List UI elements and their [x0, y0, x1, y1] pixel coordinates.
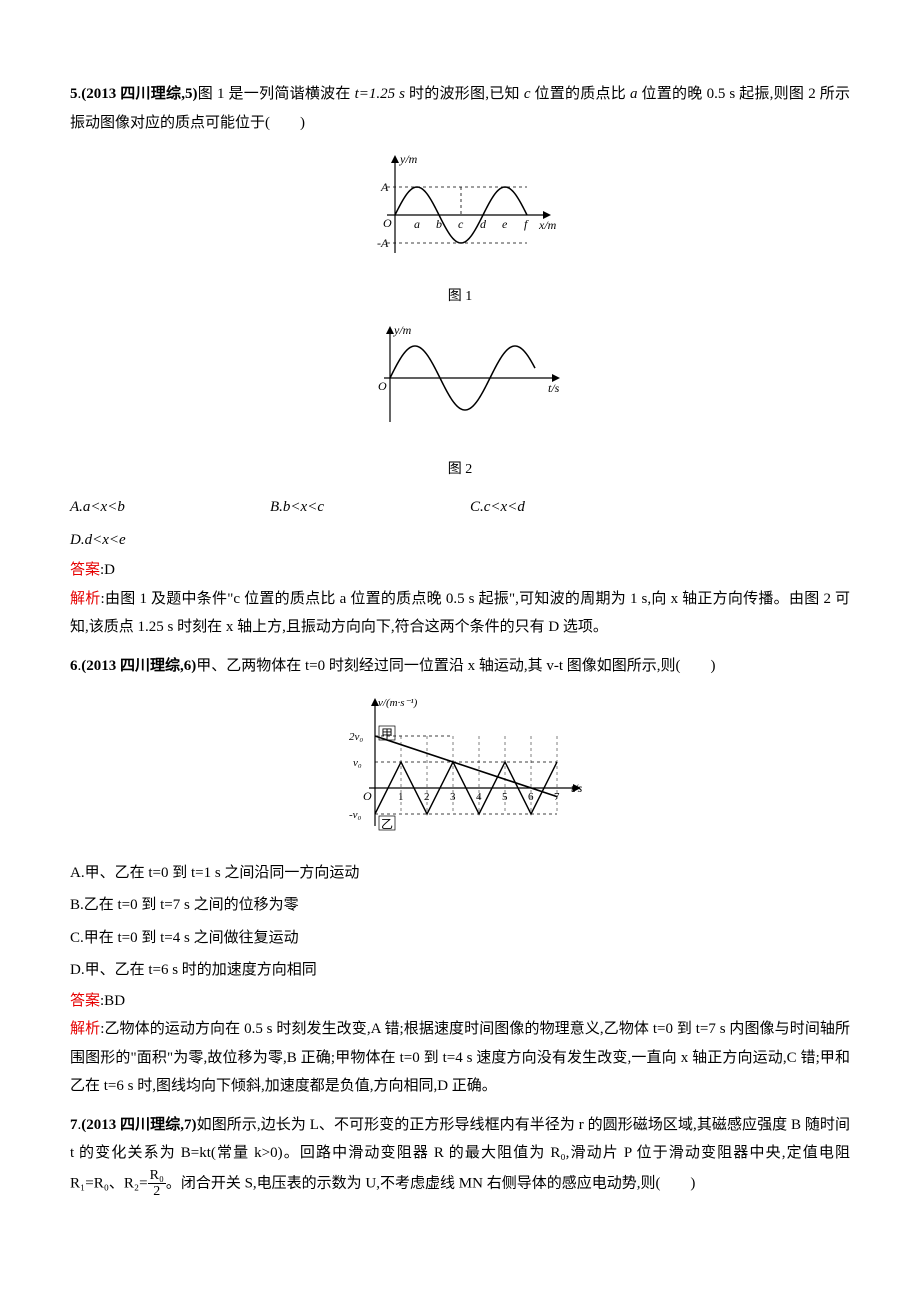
q5-figure-2: y/m t/s O [70, 318, 850, 449]
q6-fig-svg: v/(m·s⁻¹) t/s Ov₀ 2v₀ -v₀ 1 2 3 4 5 6 7 甲乙 [330, 688, 590, 838]
svg-text:t/s: t/s [571, 781, 583, 795]
q7-stem: 7.(2013 四川理综,7)如图所示,边长为 L、不可形变的正方形导线框内有半… [70, 1111, 850, 1200]
q6-number: 6 [70, 658, 78, 674]
svg-text:2: 2 [424, 791, 430, 803]
q6-analysis: 解析:乙物体的运动方向在 0.5 s 时刻发生改变,A 错;根据速度时间图像的物… [70, 1015, 850, 1101]
q5-text-3: 位置的质点比 [530, 86, 630, 102]
svg-text:t/s: t/s [548, 381, 560, 395]
svg-text:-v₀: -v₀ [349, 809, 362, 821]
svg-text:v₀: v₀ [353, 757, 362, 769]
q7-fraction: R₀2 [148, 1168, 166, 1200]
answer-label: 答案 [70, 562, 100, 578]
q5-opt-C: C.c<x<d [470, 491, 670, 524]
answer-label: 答案 [70, 993, 100, 1009]
svg-text:y/m: y/m [399, 152, 418, 166]
q6-source: (2013 四川理综,6) [81, 658, 196, 674]
question-7: 7.(2013 四川理综,7)如图所示,边长为 L、不可形变的正方形导线框内有半… [70, 1111, 850, 1200]
q6-opt-A: A.甲、乙在 t=0 到 t=1 s 之间沿同一方向运动 [70, 857, 850, 890]
svg-text:b: b [436, 217, 442, 231]
svg-text:d: d [480, 217, 487, 231]
q5-number: 5 [70, 86, 78, 102]
svg-text:O: O [378, 379, 387, 393]
q5-analysis: 解析:由图 1 及题中条件"c 位置的质点比 a 位置的质点晚 0.5 s 起振… [70, 585, 850, 642]
q6-answer: 答案:BD [70, 987, 850, 1016]
frac-num: R₀ [148, 1168, 166, 1184]
q5-a: a [630, 86, 638, 102]
q6-analysis-text: :乙物体的运动方向在 0.5 s 时刻发生改变,A 错;根据速度时间图像的物理意… [70, 1021, 850, 1094]
svg-text:f: f [524, 217, 529, 231]
svg-text:-A: -A [377, 236, 389, 250]
question-6: 6.(2013 四川理综,6)甲、乙两物体在 t=0 时刻经过同一位置沿 x 轴… [70, 652, 850, 1101]
q5-opt-D: D.d<x<e [70, 524, 270, 557]
svg-text:1: 1 [398, 791, 404, 803]
q6-options: A.甲、乙在 t=0 到 t=1 s 之间沿同一方向运动 B.乙在 t=0 到 … [70, 857, 850, 987]
svg-text:甲: 甲 [381, 727, 393, 741]
q5-answer-value: :D [100, 562, 115, 578]
svg-text:5: 5 [502, 791, 508, 803]
q5-text-2: 时的波形图,已知 [405, 86, 524, 102]
q5-figure-1: y/m x/m A -A Oa b c d e f [70, 145, 850, 276]
q6-text: 甲、乙两物体在 t=0 时刻经过同一位置沿 x 轴运动,其 v-t 图像如图所示… [196, 658, 715, 674]
q5-source: (2013 四川理综,5) [81, 86, 197, 102]
frac-den: 2 [148, 1184, 166, 1199]
q5-fig2-svg: y/m t/s O [350, 318, 570, 438]
analysis-label: 解析 [70, 591, 101, 607]
svg-text:4: 4 [476, 791, 482, 803]
question-5: 5.(2013 四川理综,5)图 1 是一列简谐横波在 t=1.25 s 时的波… [70, 80, 850, 642]
q5-opt-A: A.a<x<b [70, 491, 270, 524]
q5-fig1-svg: y/m x/m A -A Oa b c d e f [360, 145, 560, 265]
svg-text:乙: 乙 [381, 817, 393, 831]
q5-tval: t=1.25 s [355, 86, 405, 102]
svg-text:7: 7 [554, 791, 560, 803]
q5-fig1-caption: 图 1 [70, 284, 850, 311]
q7-text-2: 。闭合开关 S,电压表的示数为 U,不考虑虚线 MN 右侧导体的感应电动势,则(… [166, 1175, 696, 1191]
svg-text:6: 6 [528, 791, 534, 803]
q7-source: (2013 四川理综,7) [81, 1117, 196, 1133]
q5-stem: 5.(2013 四川理综,5)图 1 是一列简谐横波在 t=1.25 s 时的波… [70, 80, 850, 137]
q6-answer-value: :BD [100, 993, 125, 1009]
svg-text:v/(m·s⁻¹): v/(m·s⁻¹) [378, 697, 418, 709]
svg-text:2v₀: 2v₀ [349, 731, 363, 743]
q5-text-1: 图 1 是一列简谐横波在 [198, 86, 355, 102]
svg-text:3: 3 [450, 791, 456, 803]
analysis-label: 解析 [70, 1021, 100, 1037]
q5-fig2-caption: 图 2 [70, 457, 850, 484]
q6-figure: v/(m·s⁻¹) t/s Ov₀ 2v₀ -v₀ 1 2 3 4 5 6 7 甲乙 [70, 688, 850, 849]
svg-text:A: A [380, 180, 389, 194]
q6-stem: 6.(2013 四川理综,6)甲、乙两物体在 t=0 时刻经过同一位置沿 x 轴… [70, 652, 850, 681]
q6-opt-B: B.乙在 t=0 到 t=7 s 之间的位移为零 [70, 889, 850, 922]
svg-text:c: c [458, 217, 464, 231]
q6-opt-D: D.甲、乙在 t=6 s 时的加速度方向相同 [70, 954, 850, 987]
q5-answer: 答案:D [70, 556, 850, 585]
q5-opt-B: B.b<x<c [270, 491, 470, 524]
svg-text:x/m: x/m [538, 218, 557, 232]
q5-analysis-text: :由图 1 及题中条件"c 位置的质点比 a 位置的质点晚 0.5 s 起振",… [70, 591, 850, 636]
svg-text:O: O [383, 216, 392, 230]
q7-number: 7 [70, 1117, 78, 1133]
svg-text:a: a [414, 217, 420, 231]
q6-opt-C: C.甲在 t=0 到 t=4 s 之间做往复运动 [70, 922, 850, 955]
svg-text:e: e [502, 217, 508, 231]
q5-options: A.a<x<b B.b<x<c C.c<x<d D.d<x<e [70, 491, 850, 556]
svg-text:O: O [363, 789, 372, 803]
svg-text:y/m: y/m [393, 323, 412, 337]
